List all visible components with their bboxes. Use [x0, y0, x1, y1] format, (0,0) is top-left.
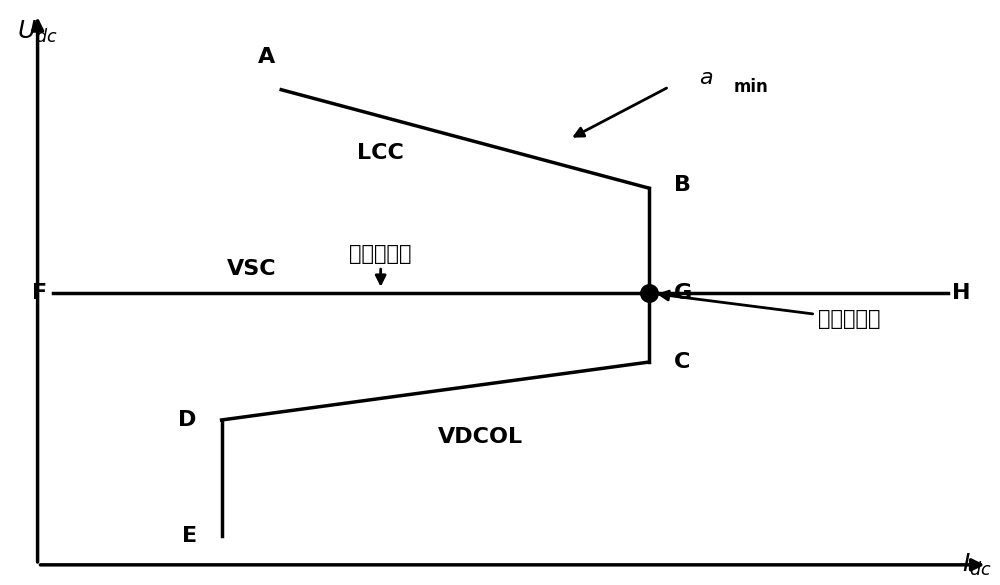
Text: $U_{dc}$: $U_{dc}$ — [17, 19, 58, 45]
Text: C: C — [674, 352, 690, 372]
Text: D: D — [178, 410, 197, 430]
Text: $I_{dc}$: $I_{dc}$ — [962, 552, 992, 578]
Text: $\mathit{a}$: $\mathit{a}$ — [699, 68, 713, 88]
Text: E: E — [182, 526, 197, 546]
Text: VDCOL: VDCOL — [438, 428, 523, 448]
Text: 定电流控制: 定电流控制 — [660, 291, 881, 329]
Text: A: A — [258, 47, 275, 67]
Text: LCC: LCC — [357, 143, 404, 163]
Point — [641, 288, 657, 297]
Text: H: H — [952, 283, 971, 302]
Text: 定电压控制: 定电压控制 — [349, 243, 412, 284]
Text: min: min — [734, 78, 768, 96]
Text: F: F — [32, 283, 48, 302]
Text: G: G — [674, 283, 692, 302]
Text: VSC: VSC — [227, 259, 276, 279]
Text: B: B — [674, 176, 691, 195]
